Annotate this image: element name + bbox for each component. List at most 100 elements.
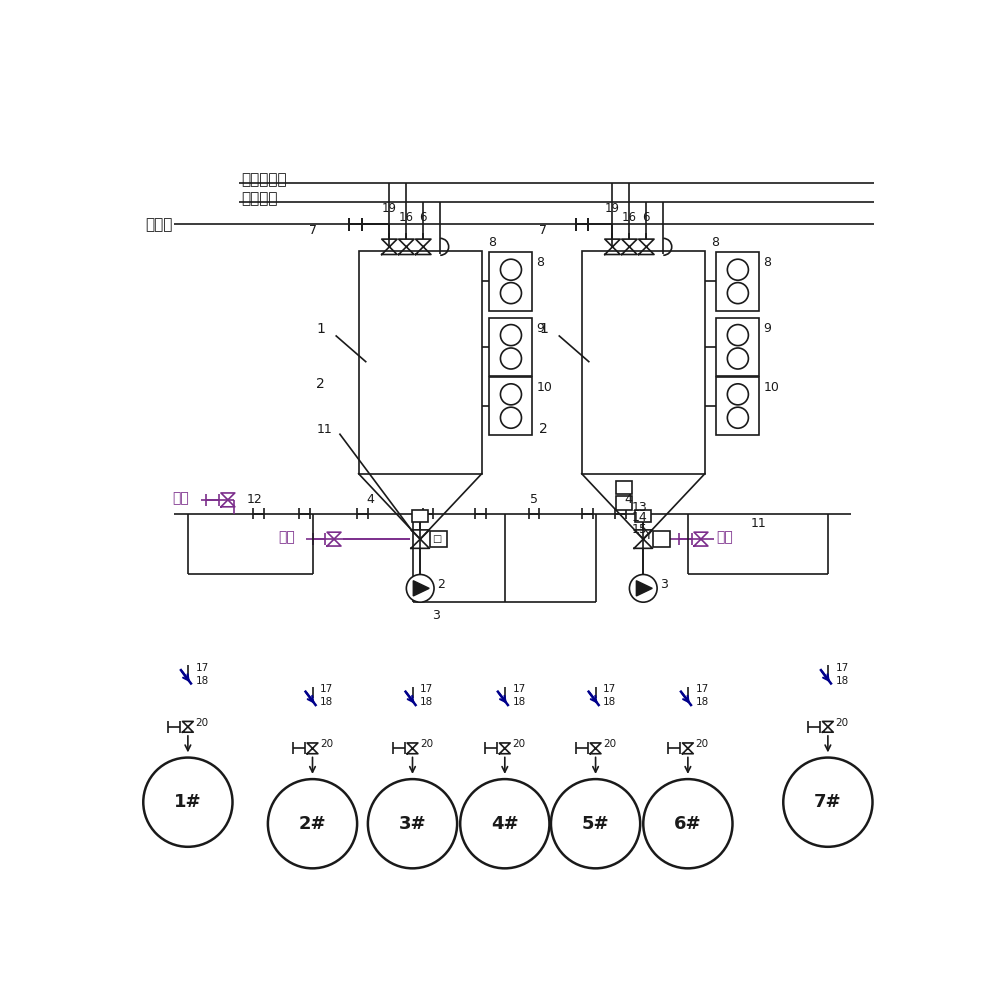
Circle shape (500, 325, 521, 346)
Text: 17: 17 (836, 662, 849, 672)
Text: □: □ (433, 534, 442, 544)
Text: 9: 9 (536, 322, 544, 335)
Circle shape (500, 348, 521, 369)
Bar (716, 377, 759, 436)
Bar (412, 509, 428, 522)
Text: 15: 15 (632, 522, 648, 535)
Circle shape (500, 408, 521, 429)
Text: 11: 11 (316, 423, 332, 436)
Text: 4#: 4# (491, 815, 519, 833)
Text: 8: 8 (711, 237, 719, 250)
Text: 6: 6 (643, 211, 650, 224)
Text: 17: 17 (196, 662, 209, 672)
Bar (430, 531, 447, 546)
Text: 17: 17 (603, 684, 617, 694)
Circle shape (727, 408, 748, 429)
Bar (489, 252, 532, 311)
Circle shape (551, 779, 640, 868)
Text: 19: 19 (605, 202, 620, 215)
Text: 19: 19 (382, 202, 397, 215)
Bar (359, 251, 482, 474)
Text: 清洗水管: 清洗水管 (242, 192, 278, 207)
Text: 压料管: 压料管 (145, 217, 172, 232)
Circle shape (143, 757, 233, 847)
Circle shape (727, 325, 748, 346)
Text: 5#: 5# (582, 815, 609, 833)
Circle shape (727, 384, 748, 405)
Text: 蒸汽: 蒸汽 (716, 530, 733, 544)
Text: 7: 7 (539, 224, 547, 237)
Text: 5: 5 (530, 494, 538, 506)
Bar (616, 481, 632, 495)
Circle shape (727, 348, 748, 369)
Bar (489, 377, 532, 436)
Text: 13: 13 (632, 501, 647, 514)
Text: 8: 8 (536, 257, 544, 270)
Text: 3: 3 (432, 608, 440, 621)
Text: 2: 2 (539, 423, 548, 437)
Text: 18: 18 (512, 697, 526, 707)
Text: 8: 8 (763, 257, 771, 270)
Text: 20: 20 (512, 739, 526, 749)
Text: 20: 20 (320, 739, 333, 749)
Circle shape (268, 779, 357, 868)
Circle shape (500, 283, 521, 304)
Circle shape (643, 779, 732, 868)
Text: 1: 1 (539, 322, 548, 336)
Text: 20: 20 (603, 739, 616, 749)
Text: 18: 18 (320, 697, 333, 707)
Text: 6#: 6# (674, 815, 702, 833)
Text: 蒸汽: 蒸汽 (173, 492, 189, 505)
Text: 20: 20 (196, 718, 209, 728)
Text: 20: 20 (836, 718, 849, 728)
Bar (653, 531, 670, 546)
Circle shape (629, 574, 657, 602)
Circle shape (727, 259, 748, 281)
Text: 6: 6 (420, 211, 427, 224)
Text: 9: 9 (763, 322, 771, 335)
Circle shape (500, 259, 521, 281)
Text: 18: 18 (196, 675, 209, 685)
Text: 物料来料管: 物料来料管 (242, 173, 287, 188)
Text: 7: 7 (309, 224, 317, 237)
Bar (582, 251, 705, 474)
Text: 3: 3 (660, 578, 668, 591)
Text: 1#: 1# (174, 793, 202, 811)
Text: 14: 14 (632, 511, 647, 524)
Text: 20: 20 (420, 739, 433, 749)
Text: 18: 18 (603, 697, 617, 707)
Text: 2: 2 (316, 378, 325, 392)
Bar (635, 509, 651, 522)
Bar (489, 318, 532, 376)
Text: 4: 4 (624, 494, 632, 506)
Circle shape (500, 384, 521, 405)
Text: 11: 11 (751, 517, 767, 530)
Circle shape (783, 757, 872, 847)
Bar (716, 318, 759, 376)
Text: 8: 8 (488, 237, 496, 250)
Polygon shape (636, 580, 652, 596)
Circle shape (460, 779, 549, 868)
Text: 2: 2 (437, 578, 445, 591)
Circle shape (406, 574, 434, 602)
Text: 7#: 7# (814, 793, 842, 811)
Text: 16: 16 (399, 211, 414, 224)
Text: 18: 18 (836, 675, 849, 685)
Text: 18: 18 (420, 697, 433, 707)
Bar (716, 252, 759, 311)
Text: 4: 4 (366, 494, 374, 506)
Text: 17: 17 (512, 684, 526, 694)
Text: 蒸汽: 蒸汽 (279, 530, 295, 544)
Text: 2#: 2# (299, 815, 326, 833)
Text: 17: 17 (420, 684, 433, 694)
Text: 17: 17 (320, 684, 333, 694)
Text: 1: 1 (316, 322, 325, 336)
Text: 20: 20 (696, 739, 709, 749)
Text: 16: 16 (622, 211, 637, 224)
Text: 18: 18 (696, 697, 709, 707)
Circle shape (368, 779, 457, 868)
Text: Y: Y (645, 528, 652, 541)
Circle shape (727, 283, 748, 304)
Text: 10: 10 (536, 381, 552, 394)
Text: 3#: 3# (399, 815, 426, 833)
